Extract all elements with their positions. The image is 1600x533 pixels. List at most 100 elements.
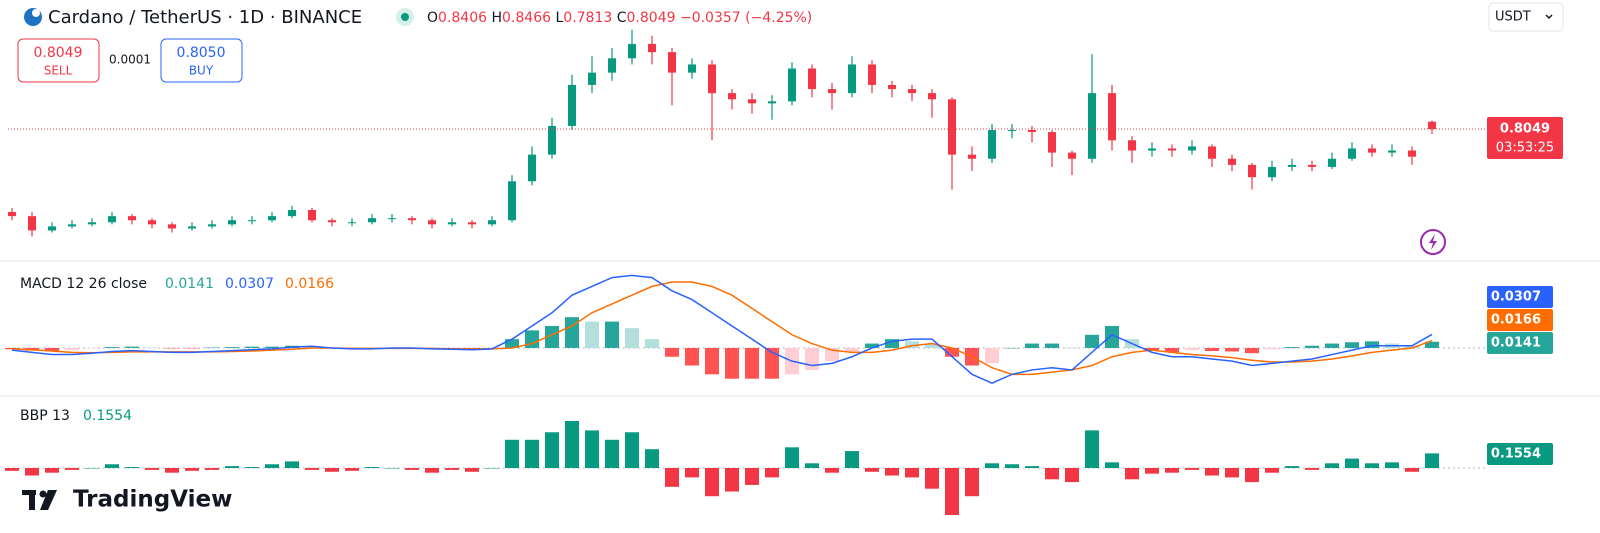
bbp-bar xyxy=(245,467,259,468)
macd-histogram-bar xyxy=(45,347,59,352)
candle-body xyxy=(788,68,796,102)
candle-body xyxy=(1368,148,1376,153)
candle-body xyxy=(728,93,736,100)
bbp-bar xyxy=(805,463,819,468)
bbp-bar xyxy=(1205,467,1219,476)
candle-body xyxy=(828,89,836,94)
candle-body xyxy=(168,224,176,229)
macd-histogram-bar xyxy=(1405,345,1419,348)
macd-histogram-bar xyxy=(1105,325,1119,348)
countdown: 03:53:25 xyxy=(1496,141,1554,156)
candle-body xyxy=(1428,121,1436,130)
macd-histogram-bar xyxy=(605,321,619,348)
bbp-bar xyxy=(1005,464,1019,468)
candle-body xyxy=(1288,164,1296,167)
bbp-bar xyxy=(725,467,739,492)
bbp-bar xyxy=(165,467,179,473)
macd-hist-value: 0.0141 xyxy=(165,276,214,292)
bbp-bar xyxy=(425,467,439,473)
macd-histogram-bar xyxy=(85,347,99,349)
candle-body xyxy=(908,89,916,94)
candle-body xyxy=(1068,152,1076,159)
macd-histogram-bar xyxy=(665,347,679,357)
bbp-value: 0.1554 xyxy=(83,408,132,424)
macd-histogram-bar xyxy=(65,347,79,351)
bbp-bar xyxy=(545,432,559,468)
buy-button[interactable] xyxy=(160,38,243,83)
bbp-bar xyxy=(1125,467,1139,480)
macd-histogram-bar xyxy=(205,347,219,349)
candle-body xyxy=(208,224,216,227)
macd-histogram-bar xyxy=(185,347,199,349)
bbp-bar xyxy=(1265,467,1279,473)
candle-body xyxy=(448,222,456,225)
candle-body xyxy=(88,222,96,225)
macd-histogram-bar xyxy=(1285,347,1299,348)
candle-body xyxy=(428,220,436,225)
close-value: 0.8049 xyxy=(627,10,676,26)
bbp-bar xyxy=(1305,467,1319,470)
macd-histogram-bar xyxy=(545,325,559,348)
bbp-bar xyxy=(485,467,499,469)
candle-body xyxy=(228,220,236,225)
macd-histogram-bar xyxy=(125,346,139,348)
bbp-bar xyxy=(405,467,419,470)
bbp-bar xyxy=(1085,430,1099,468)
bbp-bar xyxy=(185,467,199,471)
brand-logo: TradingView xyxy=(22,487,232,513)
sell-price: 0.8049 xyxy=(34,45,83,61)
open-value: 0.8406 xyxy=(438,10,487,26)
ohlc-legend: O0.8406 H0.8466 L0.7813 C0.8049 −0.0357 … xyxy=(427,10,812,26)
candle-body xyxy=(708,64,716,94)
bbp-bar xyxy=(745,467,759,485)
macd-histogram-bar xyxy=(165,347,179,349)
candle-body xyxy=(308,209,316,221)
macd-histogram-bar xyxy=(565,317,579,348)
bbp-bar xyxy=(565,420,579,468)
bbp-bar xyxy=(145,467,159,470)
change-percent: (−4.25%) xyxy=(745,10,812,26)
candle-body xyxy=(688,64,696,73)
candle-body xyxy=(1008,130,1016,132)
bbp-box-value: 0.1554 xyxy=(1491,447,1541,462)
bbp-bar xyxy=(445,467,459,470)
candle-body xyxy=(968,154,976,159)
macd-histogram-bar xyxy=(865,343,879,348)
macd-histogram-bar xyxy=(745,347,759,379)
bbp-bar xyxy=(1045,467,1059,480)
candle-body xyxy=(388,218,396,220)
candle-body xyxy=(108,216,116,223)
bbp-bar xyxy=(305,467,319,470)
macd-histogram-bar xyxy=(1025,343,1039,348)
bbp-bar xyxy=(385,467,399,469)
macd-histogram-bar xyxy=(1205,347,1219,352)
alert-icon xyxy=(1429,234,1437,250)
bbp-bar xyxy=(505,439,519,468)
macd-histogram-bar xyxy=(725,347,739,379)
currency-dropdown[interactable] xyxy=(1488,2,1564,32)
bbp-bar xyxy=(785,447,799,468)
macd-histogram-bar xyxy=(305,346,319,348)
candle-body xyxy=(1248,164,1256,178)
signal-box-value: 0.0166 xyxy=(1491,313,1541,328)
candle-body xyxy=(1188,146,1196,151)
price-box-value: 0.8049 xyxy=(1500,122,1550,137)
high-value: 0.8466 xyxy=(502,10,551,26)
bbp-bar xyxy=(365,467,379,468)
macd-histogram-bar xyxy=(1265,347,1279,350)
candle-body xyxy=(928,93,936,100)
bbp-bar xyxy=(85,467,99,469)
macd-histogram-bar xyxy=(1325,343,1339,348)
marks xyxy=(5,29,1487,516)
sell-button[interactable] xyxy=(17,38,100,83)
macd-histogram-bar xyxy=(985,347,999,364)
spread: 0.0001 xyxy=(109,53,151,67)
logo-shape xyxy=(39,490,47,498)
macd-histogram-bar xyxy=(885,339,899,348)
macd-histogram-bar xyxy=(265,346,279,348)
bbp-bar xyxy=(1165,467,1179,473)
macd-histogram-bar xyxy=(1345,342,1359,348)
bbp-bar xyxy=(1365,463,1379,468)
